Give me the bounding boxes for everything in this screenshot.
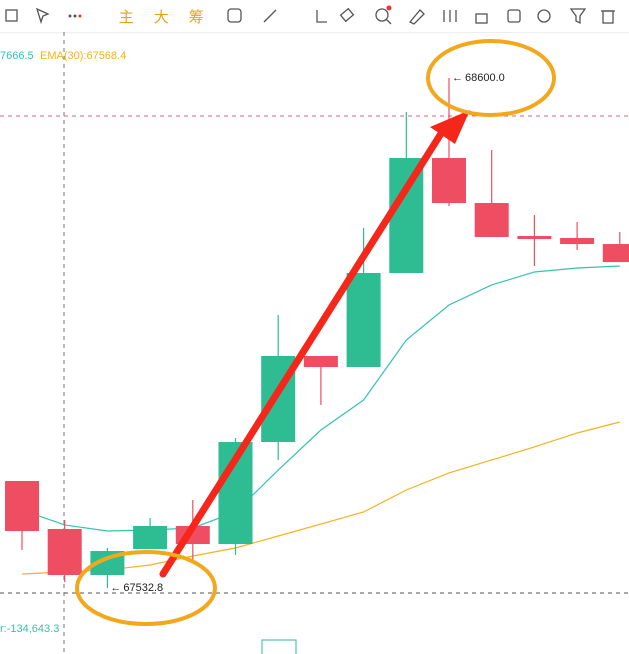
annotation-ellipse xyxy=(75,550,217,626)
ema-line xyxy=(21,265,620,532)
candle-body xyxy=(133,525,168,550)
candle-body xyxy=(432,158,466,204)
annotation-ellipse xyxy=(426,39,556,117)
candle-body xyxy=(560,238,595,245)
toolbar-button[interactable]: 主 xyxy=(118,8,134,26)
candle-body xyxy=(602,244,629,263)
legend-label: EMA(30):67568.4 xyxy=(40,50,126,62)
candle-body xyxy=(303,355,338,367)
low-label: 67532.8 xyxy=(123,582,163,594)
volume-bar xyxy=(261,639,297,654)
legend-label: 7666.5 xyxy=(0,50,34,62)
candle-body xyxy=(346,272,381,367)
marker-arrow: ← xyxy=(452,72,463,84)
toolbar: 主 大 筹 xyxy=(0,0,629,33)
candle-body xyxy=(47,528,82,576)
indicator-label: r:-134,643.3 xyxy=(0,623,59,635)
toolbar-button[interactable]: 筹 xyxy=(188,8,204,26)
toolbar-icons-left xyxy=(5,7,82,25)
toolbar-button[interactable]: 大 xyxy=(153,8,169,26)
annotation-arrow xyxy=(159,128,446,578)
chart: 7666.5 EMA(30):67568.4r:-134,643.3← 68600.… xyxy=(0,32,629,654)
candle-body xyxy=(474,203,509,238)
annotation-arrowhead xyxy=(430,110,470,144)
high-label: 68600.0 xyxy=(465,72,505,84)
toolbar-icons-right xyxy=(227,5,615,25)
candle-body xyxy=(389,158,424,273)
candle-body xyxy=(5,481,39,531)
candle-body xyxy=(517,236,552,240)
marker-arrow: ← xyxy=(110,582,121,594)
